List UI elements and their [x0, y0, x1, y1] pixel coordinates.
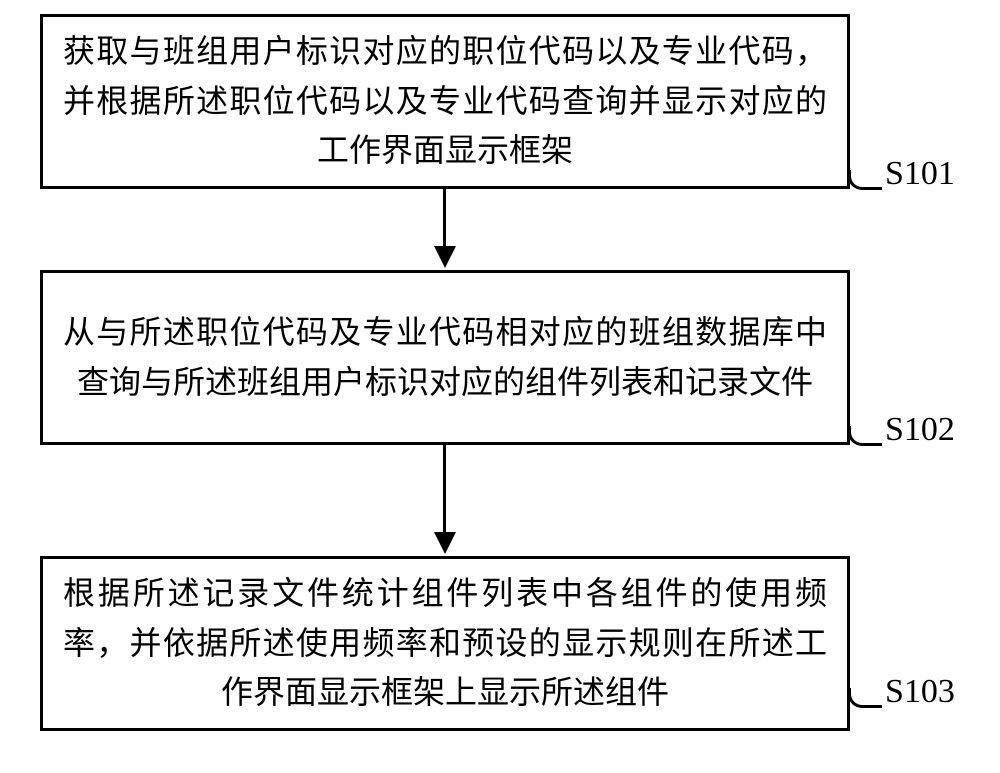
- notch-1: [848, 170, 882, 190]
- step-box-2: 从与所述职位代码及专业代码相对应的班组数据库中查询与所述班组用户标识对应的组件列…: [40, 270, 850, 445]
- arrow-head-1: [434, 246, 456, 268]
- arrow-line-2: [443, 445, 446, 535]
- step-label-1: S101: [885, 155, 955, 193]
- flowchart-container: 获取与班组用户标识对应的职位代码以及专业代码，并根据所述职位代码以及专业代码查询…: [0, 0, 1000, 773]
- step-label-2: S102: [885, 411, 955, 449]
- step-box-1: 获取与班组用户标识对应的职位代码以及专业代码，并根据所述职位代码以及专业代码查询…: [40, 14, 850, 189]
- step-text-1: 获取与班组用户标识对应的职位代码以及专业代码，并根据所述职位代码以及专业代码查询…: [63, 27, 827, 176]
- step-text-3: 根据所述记录文件统计组件列表中各组件的使用频率，并依据所述使用频率和预设的显示规…: [63, 569, 827, 718]
- step-label-3: S103: [885, 673, 955, 711]
- step-text-2: 从与所述职位代码及专业代码相对应的班组数据库中查询与所述班组用户标识对应的组件列…: [63, 308, 827, 407]
- arrow-head-2: [434, 532, 456, 554]
- notch-2: [848, 426, 882, 446]
- arrow-line-1: [443, 189, 446, 249]
- step-box-3: 根据所述记录文件统计组件列表中各组件的使用频率，并依据所述使用频率和预设的显示规…: [40, 556, 850, 731]
- notch-3: [848, 688, 882, 708]
